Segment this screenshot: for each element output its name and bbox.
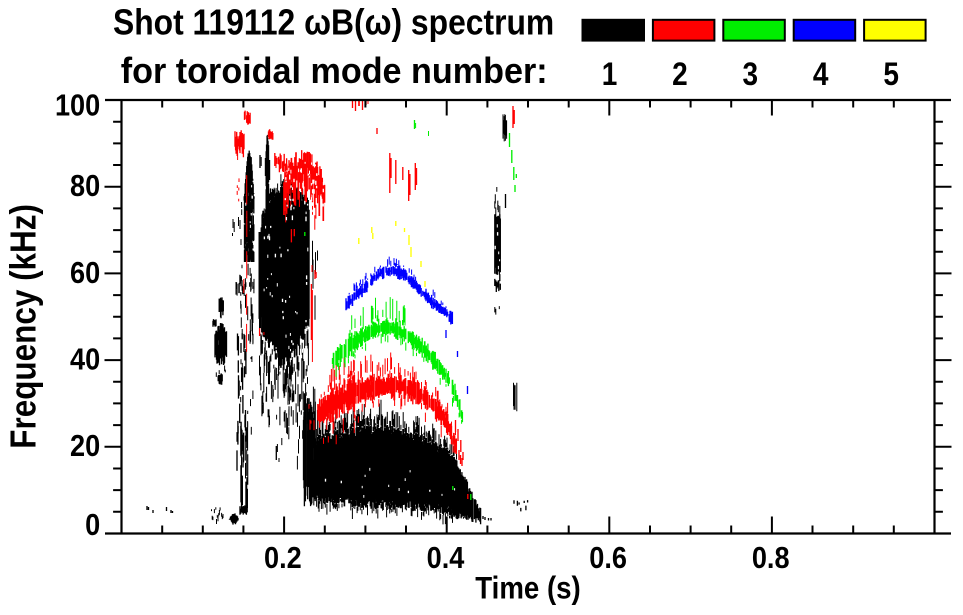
svg-text:0.6: 0.6	[589, 541, 627, 575]
svg-text:2: 2	[672, 57, 688, 92]
svg-text:Shot 119112 ωB(ω) spectrum: Shot 119112 ωB(ω) spectrum	[113, 3, 554, 43]
svg-text:0.8: 0.8	[752, 541, 790, 575]
svg-text:0: 0	[85, 509, 100, 543]
svg-text:Time (s): Time (s)	[475, 571, 580, 606]
svg-text:3: 3	[743, 57, 759, 92]
svg-text:4: 4	[813, 57, 829, 92]
svg-text:5: 5	[883, 57, 899, 92]
svg-text:0.4: 0.4	[427, 541, 465, 575]
svg-text:100: 100	[55, 89, 100, 123]
svg-text:20: 20	[70, 430, 100, 464]
svg-text:80: 80	[70, 169, 100, 203]
svg-text:1: 1	[602, 57, 618, 92]
svg-text:40: 40	[70, 343, 100, 377]
svg-text:0.2: 0.2	[264, 541, 302, 575]
svg-text:60: 60	[70, 256, 100, 290]
svg-text:for toroidal mode number:: for toroidal mode number:	[121, 51, 548, 91]
svg-text:Frequency (kHz): Frequency (kHz)	[3, 204, 43, 449]
